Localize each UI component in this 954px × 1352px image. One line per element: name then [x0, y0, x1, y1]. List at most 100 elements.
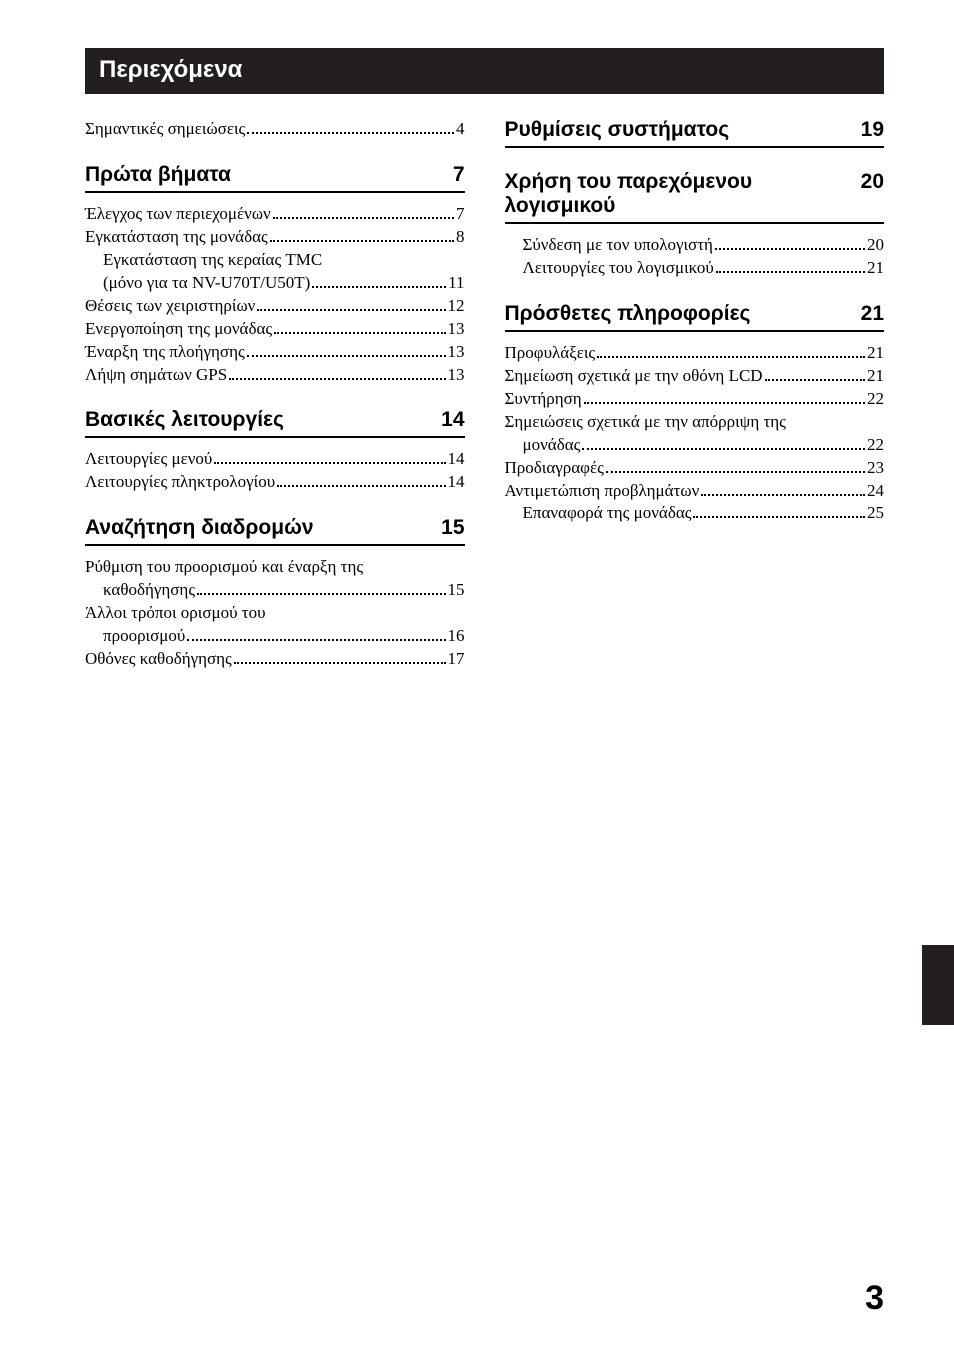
toc-entry: Σύνδεση με τον υπολογιστή 20	[505, 234, 885, 257]
toc-entry-text: Λειτουργίες πληκτρολογίου	[85, 471, 275, 494]
toc-leader	[312, 274, 446, 288]
toc-leader	[584, 390, 865, 404]
toc-leader	[257, 297, 445, 311]
toc-entry: Συντήρηση22	[505, 388, 885, 411]
toc-entry-line1: Άλλοι τρόποι ορισμού του	[85, 602, 465, 625]
toc-section-head: Βασικές λειτουργίες 14	[85, 408, 465, 438]
toc-leader	[765, 367, 865, 381]
toc-section-title: Πρόσθετες πληροφορίες	[505, 302, 849, 326]
toc-entry-page: 17	[448, 648, 465, 671]
toc-section-title: Αναζήτηση διαδρομών	[85, 516, 429, 540]
toc-entry-page: 7	[456, 203, 465, 226]
toc-entry: Έναρξη της πλοήγησης 13	[85, 341, 465, 364]
toc-section-page: 20	[861, 170, 884, 194]
toc-entry-page: 11	[448, 272, 464, 295]
toc-entry: Σημείωση σχετικά με την οθόνη LCD 21	[505, 365, 885, 388]
toc-entry-text: Προφυλάξεις	[505, 342, 596, 365]
toc-entry-page: 22	[867, 434, 884, 457]
toc-section-head: Πρόσθετες πληροφορίες 21	[505, 302, 885, 332]
toc-section-head: Χρήση του παρεχόμενου λογισμικού 20	[505, 170, 885, 224]
toc-leader	[197, 582, 445, 596]
toc-entry-text: προορισμού	[103, 625, 185, 648]
toc-entry-text: Έναρξη της πλοήγησης	[85, 341, 245, 364]
toc-entry-text: Εγκατάσταση της μονάδας	[85, 226, 268, 249]
toc-columns: Σημαντικές σημειώσεις 4 Πρώτα βήματα 7 Έ…	[85, 118, 884, 671]
toc-entry-text: καθοδήγησης	[103, 579, 195, 602]
toc-entry-page: 24	[867, 480, 884, 503]
toc-entry-text: Σημείωση σχετικά με την οθόνη LCD	[505, 365, 763, 388]
toc-entry: Προδιαγραφές 23	[505, 457, 885, 480]
toc-leader	[229, 366, 445, 380]
toc-entry-page: 21	[867, 257, 884, 280]
page-number: 3	[865, 1279, 884, 1318]
toc-entry: (μόνο για τα NV-U70T/U50T)11	[85, 272, 465, 295]
toc-leader	[247, 343, 446, 357]
toc-entry: μονάδας 22	[505, 434, 885, 457]
toc-entry-text: Επαναφορά της μονάδας	[523, 502, 692, 525]
toc-entry-text: Σύνδεση με τον υπολογιστή	[523, 234, 713, 257]
toc-leader	[270, 228, 454, 242]
toc-entry-text: Έλεγχος των περιεχομένων	[85, 203, 271, 226]
toc-entry: Έλεγχος των περιεχομένων 7	[85, 203, 465, 226]
toc-entry: Σημαντικές σημειώσεις 4	[85, 118, 465, 141]
toc-leader	[247, 120, 454, 134]
toc-section-page: 14	[441, 408, 464, 432]
toc-leader	[277, 474, 445, 488]
toc-entry: καθοδήγησης 15	[85, 579, 465, 602]
toc-leader	[716, 259, 865, 273]
toc-leader	[274, 320, 445, 334]
toc-entry-page: 22	[867, 388, 884, 411]
toc-entry: Λήψη σημάτων GPS 13	[85, 364, 465, 387]
toc-entry-line1: Εγκατάσταση της κεραίας TMC	[85, 249, 465, 272]
toc-leader	[701, 482, 865, 496]
toc-entry: Οθόνες καθοδήγησης 17	[85, 648, 465, 671]
toc-entry: Λειτουργίες πληκτρολογίου 14	[85, 471, 465, 494]
toc-leader	[606, 459, 865, 473]
toc-left-column: Σημαντικές σημειώσεις 4 Πρώτα βήματα 7 Έ…	[85, 118, 465, 671]
toc-section-head: Ρυθμίσεις συστήματος 19	[505, 118, 885, 148]
toc-entry: Ενεργοποίηση της μονάδας13	[85, 318, 465, 341]
toc-entry-text: Προδιαγραφές	[505, 457, 604, 480]
toc-entry-text: Σημαντικές σημειώσεις	[85, 118, 245, 141]
toc-entry-text: μονάδας	[523, 434, 581, 457]
toc-leader	[214, 451, 445, 465]
toc-entry: Λειτουργίες μενού 14	[85, 448, 465, 471]
toc-section-page: 19	[861, 118, 884, 142]
toc-section-title: Πρώτα βήματα	[85, 163, 441, 187]
toc-entry-text: Οθόνες καθοδήγησης	[85, 648, 232, 671]
toc-section-page: 21	[861, 302, 884, 326]
toc-entry-page: 25	[867, 502, 884, 525]
toc-entry-page: 21	[867, 365, 884, 388]
toc-section-page: 7	[453, 163, 465, 187]
toc-entry-page: 14	[448, 471, 465, 494]
toc-entry-text: Ενεργοποίηση της μονάδας	[85, 318, 272, 341]
toc-entry-text: Αντιμετώπιση προβλημάτων	[505, 480, 700, 503]
toc-entry-text: Λειτουργίες μενού	[85, 448, 212, 471]
toc-section-head: Αναζήτηση διαδρομών 15	[85, 516, 465, 546]
toc-entry: Προφυλάξεις21	[505, 342, 885, 365]
toc-entry: Θέσεις των χειριστηρίων 12	[85, 295, 465, 318]
toc-entry-page: 23	[867, 457, 884, 480]
toc-leader	[273, 205, 454, 219]
toc-entry-text: Θέσεις των χειριστηρίων	[85, 295, 255, 318]
toc-entry: Αντιμετώπιση προβλημάτων 24	[505, 480, 885, 503]
toc-entry-page: 15	[448, 579, 465, 602]
toc-entry-line1: Ρύθμιση του προορισμού και έναρξη της	[85, 556, 465, 579]
toc-entry-page: 20	[867, 234, 884, 257]
toc-entry: Επαναφορά της μονάδας 25	[505, 502, 885, 525]
toc-entry-page: 4	[456, 118, 465, 141]
toc-entry-page: 13	[448, 364, 465, 387]
toc-entry-page: 8	[456, 226, 465, 249]
toc-entry-page: 14	[448, 448, 465, 471]
toc-leader	[693, 505, 865, 519]
toc-leader	[597, 344, 865, 358]
toc-entry-page: 16	[448, 625, 465, 648]
toc-entry-text: Λειτουργίες του λογισμικού	[523, 257, 714, 280]
toc-section-head: Πρώτα βήματα 7	[85, 163, 465, 193]
toc-right-column: Ρυθμίσεις συστήματος 19 Χρήση του παρεχό…	[505, 118, 885, 671]
toc-leader	[234, 650, 446, 664]
toc-entry-page: 13	[448, 341, 465, 364]
toc-entry-text: Λήψη σημάτων GPS	[85, 364, 227, 387]
toc-entry-page: 12	[448, 295, 465, 318]
toc-leader	[187, 628, 445, 642]
